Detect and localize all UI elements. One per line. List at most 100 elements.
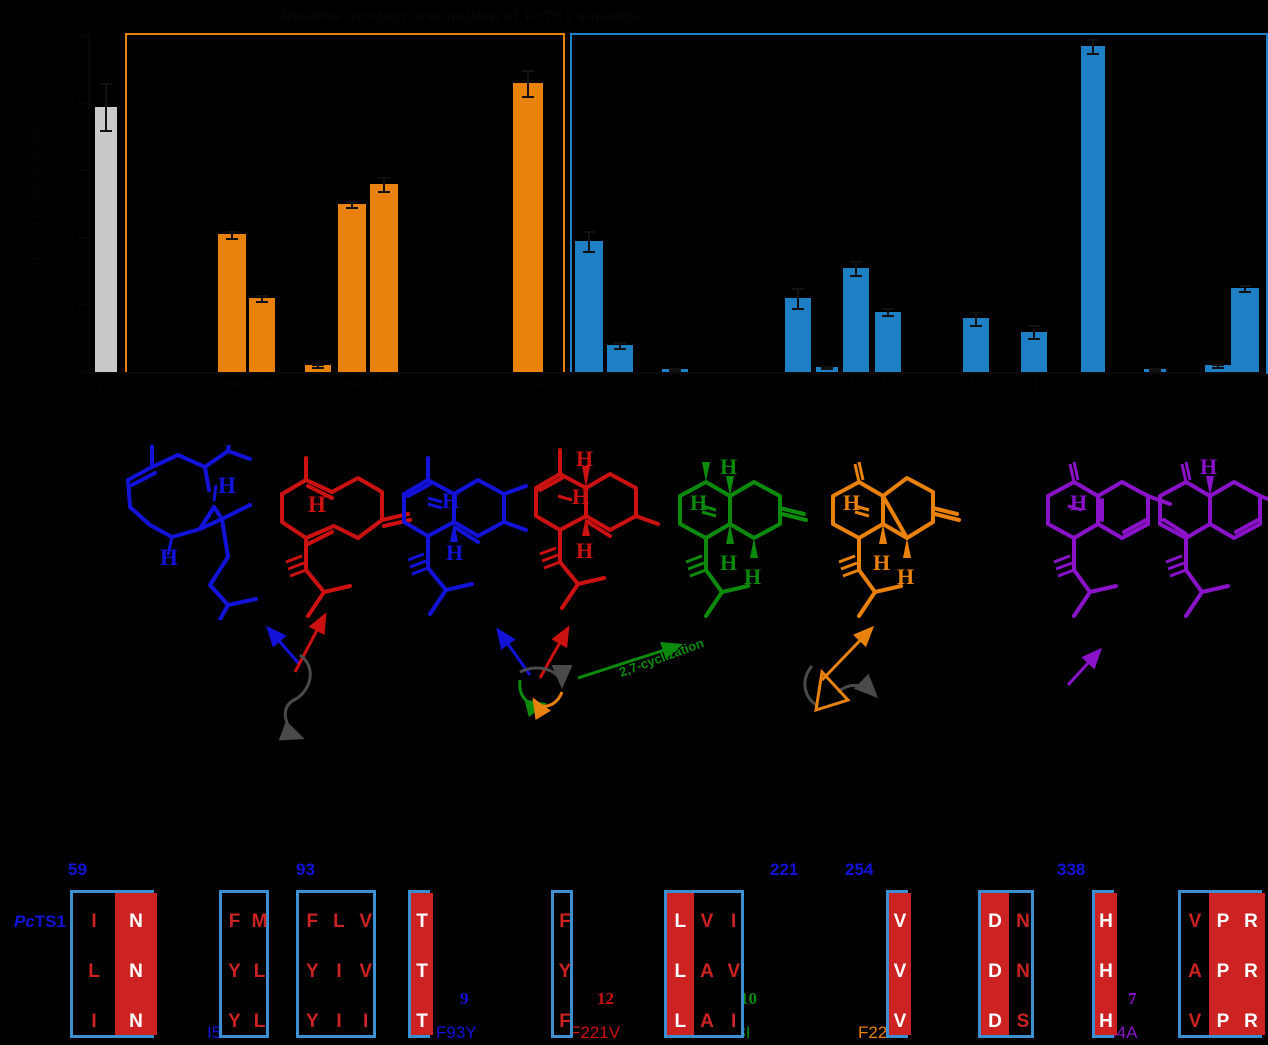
x-axis-baseline (88, 372, 1266, 374)
error-bar-cap (226, 237, 238, 240)
y-tick (78, 102, 88, 105)
x-tick-label: 12 (881, 379, 893, 390)
highlight-column (667, 893, 694, 1035)
bar-blue-5 (843, 267, 869, 372)
molecule-9-number: 9 (460, 989, 469, 1008)
bar-orange-3 (338, 204, 366, 372)
error-bar (105, 83, 107, 131)
x-tick-label: 7 (616, 379, 622, 390)
residue-letter: F (559, 911, 571, 932)
residue-letter: V (359, 961, 372, 982)
error-bar (231, 230, 233, 238)
highlight-column (411, 893, 433, 1035)
error-bar (855, 261, 857, 275)
residue-letter: Y (558, 961, 572, 982)
error-bar-cap (792, 308, 804, 311)
error-bar-cap (312, 366, 324, 369)
x-tick-label: 11 (849, 379, 861, 390)
organism-prefix: Pc (14, 912, 35, 931)
residue-letter: R (1244, 1011, 1258, 1032)
svg-text:H: H (744, 564, 761, 589)
residue-letter: F (306, 911, 319, 932)
svg-text:H: H (720, 550, 737, 575)
residue-letter: I (363, 1011, 369, 1032)
bar-blue-9 (1081, 46, 1105, 372)
error-bar-cap (1149, 367, 1161, 370)
error-bar-cap (970, 311, 982, 314)
error-bar-cap (346, 200, 358, 203)
error-bar-cap (882, 308, 894, 311)
svg-text:H: H (1200, 454, 1217, 479)
error-bar-cap (522, 69, 534, 72)
bar-blue-6 (875, 311, 901, 372)
molecule-8: H (1152, 448, 1268, 628)
residue-letter: R (1244, 911, 1258, 932)
residue-letter: T (416, 911, 428, 932)
residue-letter: N (129, 1011, 143, 1032)
y-tick-label: 100 (55, 28, 74, 40)
y-tick (78, 236, 88, 239)
error-bar-cap (346, 207, 358, 210)
highlight-column (889, 893, 911, 1035)
residue-number-59: 59 (68, 860, 87, 879)
svg-text:H: H (873, 550, 890, 575)
error-bar-cap (850, 261, 862, 264)
error-bar-cap (1028, 338, 1040, 341)
error-bar (383, 177, 385, 191)
residue-letter: I (731, 911, 737, 932)
block-h: H H H (1092, 890, 1117, 1038)
residue-letter: V (700, 911, 714, 932)
y-tick (78, 35, 88, 37)
x-tick-label: 13 (969, 379, 981, 390)
residue-letter: S (1016, 1011, 1030, 1032)
error-bar (975, 311, 977, 325)
x-tick-label: 14 (1027, 379, 1039, 390)
bar-orange-4 (370, 183, 398, 372)
error-bar-cap (821, 365, 833, 368)
y-tick (78, 169, 88, 172)
y-tick-label: 20 (61, 296, 74, 309)
residue-letter: Y (228, 961, 241, 982)
error-bar-cap (850, 274, 862, 277)
y-axis-line (88, 34, 90, 372)
highlight-column (1209, 893, 1237, 1035)
highlight-column (981, 893, 1009, 1035)
svg-text:H: H (720, 454, 737, 479)
residue-letter: V (359, 911, 372, 932)
residue-letter: I (731, 1011, 737, 1032)
error-bar-cap (100, 130, 112, 133)
error-bar (619, 341, 621, 349)
y-axis-label: Relative product abundance (%) (29, 93, 43, 265)
residue-number-93: 93 (296, 860, 315, 879)
residue-letter: L (674, 1011, 687, 1032)
bar-orange-5 (513, 83, 543, 372)
x-tick-label: F221V (302, 379, 332, 390)
bar-blue-12 (1231, 288, 1259, 372)
svg-text:H: H (576, 538, 593, 563)
error-bar-cap (792, 288, 804, 290)
residue-letter: Y (305, 961, 319, 982)
x-tick-label: 8 (671, 379, 677, 390)
error-bar-cap (1149, 369, 1161, 372)
residue-letter: H (1099, 961, 1113, 982)
block-93a: F Y Y M L L (219, 890, 269, 1038)
molecule-13: H H (110, 445, 300, 620)
molecule-12-number: 12 (597, 989, 614, 1008)
residue-number-338: 338 (1057, 860, 1086, 879)
svg-text:H: H (1070, 490, 1087, 515)
error-bar (797, 288, 799, 309)
molecule-9-mutation: F93Y (436, 1023, 477, 1042)
block-59: I L I N N N (70, 890, 157, 1038)
residue-letter: D (988, 1011, 1002, 1032)
chart-title: Relative product distribution of PcTS1 v… (281, 8, 639, 25)
error-bar-cap (614, 348, 626, 351)
x-tick-label: WT (98, 379, 114, 390)
molecule-7: H (1040, 448, 1210, 628)
residue-letter: L (88, 961, 100, 982)
x-tick-label: 15 (1087, 379, 1099, 390)
molecule-7-number: 7 (1128, 989, 1137, 1008)
x-tick-label: F221V/I254A (485, 379, 545, 390)
x-tick-label: S338I (369, 379, 397, 390)
